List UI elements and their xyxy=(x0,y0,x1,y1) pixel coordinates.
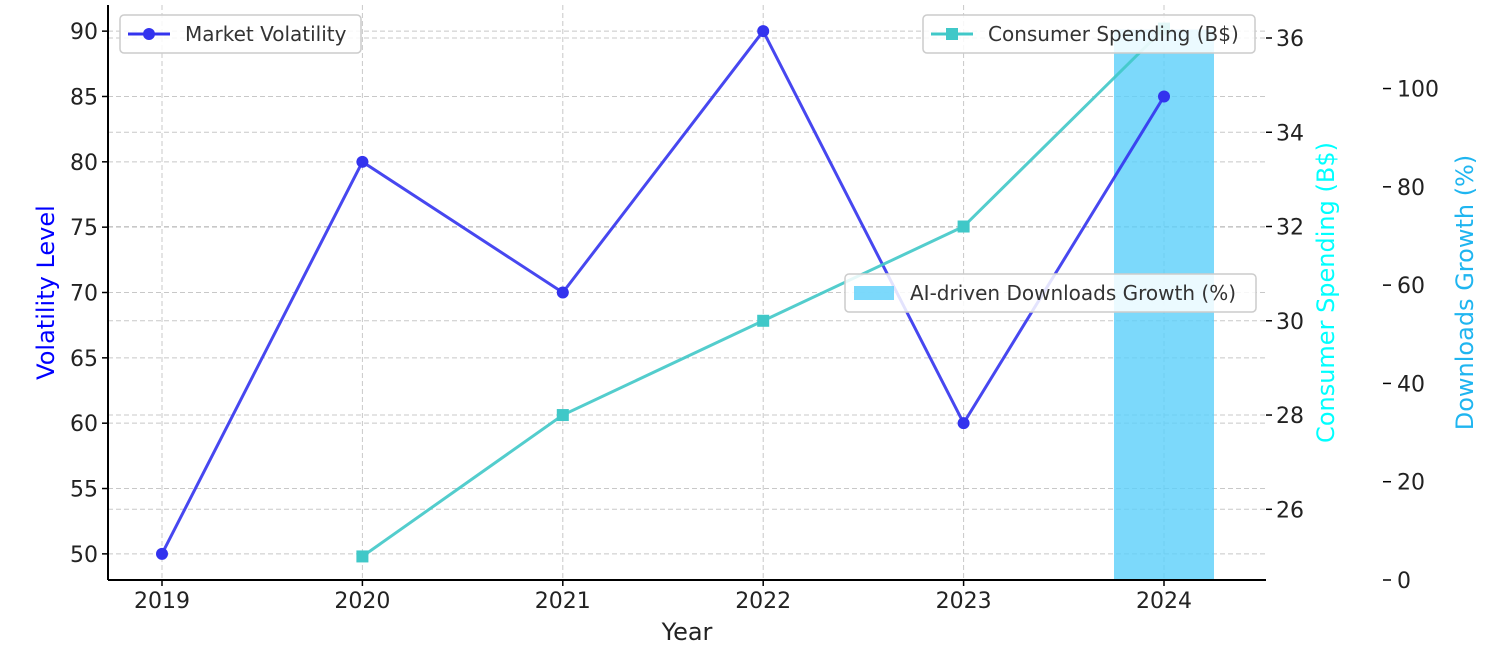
y-left-tick-label: 65 xyxy=(70,347,98,372)
data-point-consumer-spending xyxy=(957,220,970,233)
y-right-axis-title: Consumer Spending (B$) xyxy=(1312,142,1340,443)
legend-swatch-marker xyxy=(143,28,155,40)
x-axis-title: Year xyxy=(661,618,713,646)
axes: 2019 2020 2021 2022 2023 2024 Year 50 55 60 65 70 75… xyxy=(32,5,1479,646)
y-left-tick-label: 50 xyxy=(70,543,98,568)
y-right-tick-label: 26 xyxy=(1276,498,1304,523)
legend-upper-right: Consumer Spending (B$) xyxy=(922,14,1256,54)
y-right2-tick-label: 0 xyxy=(1397,569,1411,594)
y-right-tick-label: 30 xyxy=(1276,310,1304,335)
y-right2-tick-label: 60 xyxy=(1397,274,1425,299)
y-left-tick-label: 90 xyxy=(70,20,98,45)
y-left-tick-label: 70 xyxy=(70,282,98,307)
legend-label: AI-driven Downloads Growth (%) xyxy=(910,281,1236,305)
legend-label: Consumer Spending (B$) xyxy=(988,22,1239,46)
y-left-tick-label: 60 xyxy=(70,412,98,437)
legend-box xyxy=(119,14,362,54)
y-right-tick-label: 32 xyxy=(1276,216,1304,241)
legend-box xyxy=(922,14,1256,54)
y-left-tick-label: 75 xyxy=(70,216,98,241)
y-right2-tick-label: 20 xyxy=(1397,471,1425,496)
data-point-consumer-spending xyxy=(356,550,369,563)
legends: Market Volatility Consumer Spending (B$) A… xyxy=(119,14,1257,313)
legend-swatch-bar xyxy=(854,286,894,300)
legend-label: Market Volatility xyxy=(185,22,347,46)
y-left-tick-label: 85 xyxy=(70,85,98,110)
y-right-tick-label: 28 xyxy=(1276,404,1304,429)
legend-center-right: AI-driven Downloads Growth (%) xyxy=(844,273,1257,313)
data-point-market-volatility xyxy=(356,155,369,168)
y-right2-tick-label: 40 xyxy=(1397,372,1425,397)
x-tick-label: 2024 xyxy=(1136,589,1192,614)
x-tick-label: 2023 xyxy=(936,589,992,614)
x-tick-label: 2022 xyxy=(735,589,791,614)
legend-box xyxy=(844,273,1257,313)
y-left-tick-label: 55 xyxy=(70,478,98,503)
data-point-market-volatility xyxy=(957,417,970,430)
x-tick-label: 2020 xyxy=(334,589,390,614)
y-left-axis-title: Volatility Level xyxy=(32,205,60,380)
data-point-consumer-spending xyxy=(757,314,770,327)
y-left-tick-label: 80 xyxy=(70,151,98,176)
x-tick-label: 2021 xyxy=(535,589,591,614)
data-point-market-volatility xyxy=(1158,90,1170,103)
y-right2-tick-label: 100 xyxy=(1397,78,1439,103)
data-point-market-volatility xyxy=(757,25,770,38)
data-point-market-volatility xyxy=(156,547,168,560)
legend-upper-left: Market Volatility xyxy=(119,14,362,54)
y-right-tick-label: 34 xyxy=(1276,121,1304,146)
data-point-consumer-spending xyxy=(556,409,569,422)
data-point-market-volatility xyxy=(556,286,569,299)
legend-swatch-marker xyxy=(946,28,958,40)
y-right-tick-label: 36 xyxy=(1276,27,1304,52)
x-tick-label: 2019 xyxy=(134,589,190,614)
y-right2-tick-label: 80 xyxy=(1397,176,1425,201)
series-line-market-volatility xyxy=(160,28,1166,555)
y-right2-axis-title: Downloads Growth (%) xyxy=(1451,155,1479,430)
